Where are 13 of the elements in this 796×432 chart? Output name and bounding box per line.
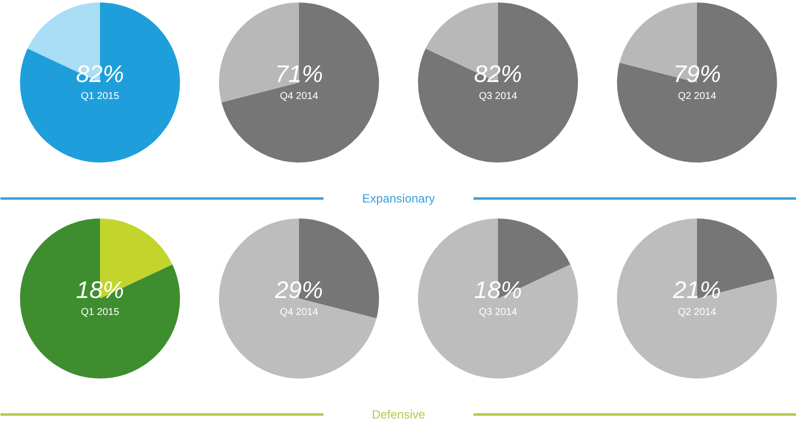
text: Q2 2014 [678, 307, 717, 318]
text: Q3 2014 [478, 91, 518, 102]
text: Q4 2014 [280, 307, 319, 318]
data-label: 79% [672, 61, 722, 88]
text: Q4 2014 [280, 91, 319, 102]
text: Expansionary [362, 192, 435, 206]
text: Q1 2015 [80, 91, 120, 102]
data-label: 71% [274, 61, 324, 88]
data-label: 82% [474, 61, 522, 88]
text: Q2 2014 [678, 91, 717, 102]
text: Q3 2014 [478, 307, 518, 318]
text: Q1 2015 [80, 307, 120, 318]
text: Defensive [372, 408, 426, 422]
